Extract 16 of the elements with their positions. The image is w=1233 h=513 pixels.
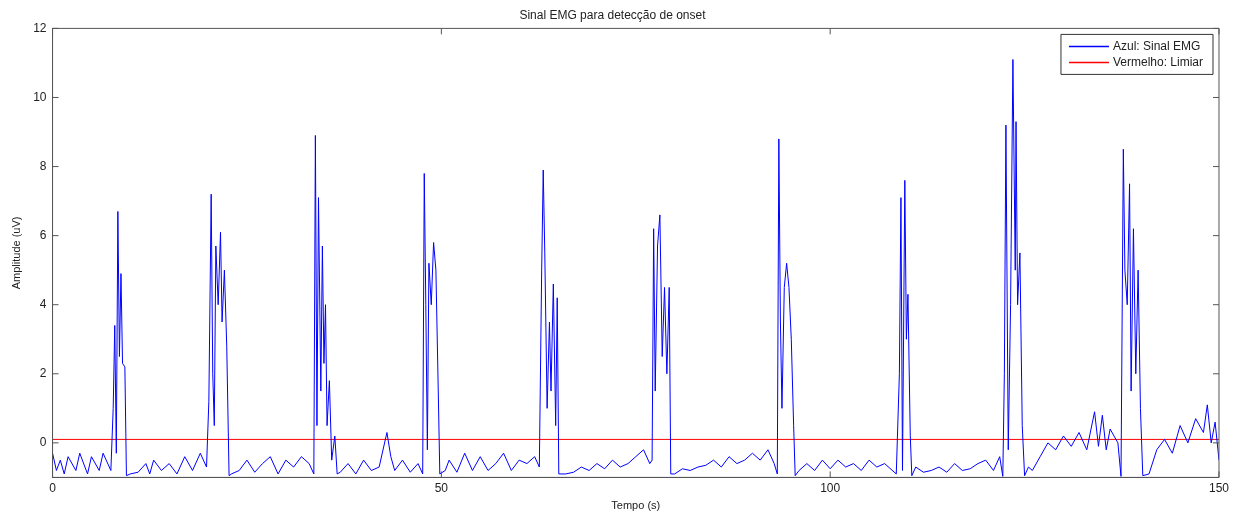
x-tick-label: 0 — [49, 480, 57, 495]
y-tick-label: 6 — [39, 227, 47, 242]
y-tick-label: 2 — [39, 366, 47, 381]
legend-label: Vermelho: Limiar — [1112, 54, 1203, 69]
y-tick-label: 10 — [33, 89, 47, 104]
y-axis-title: Amplitude (uV) — [9, 216, 22, 290]
x-tick-label: 100 — [820, 480, 841, 495]
x-axis-title: Tempo (s) — [611, 499, 661, 512]
y-tick-label: 0 — [39, 435, 47, 450]
chart-title: Sinal EMG para detecção de onset — [519, 7, 707, 22]
y-tick-label: 12 — [33, 20, 47, 35]
x-tick-label: 150 — [1208, 480, 1230, 495]
x-tick-label: 50 — [434, 480, 449, 495]
legend-label: Azul: Sinal EMG — [1112, 38, 1201, 53]
y-tick-label: 8 — [39, 158, 47, 173]
y-tick-label: 4 — [39, 297, 47, 312]
